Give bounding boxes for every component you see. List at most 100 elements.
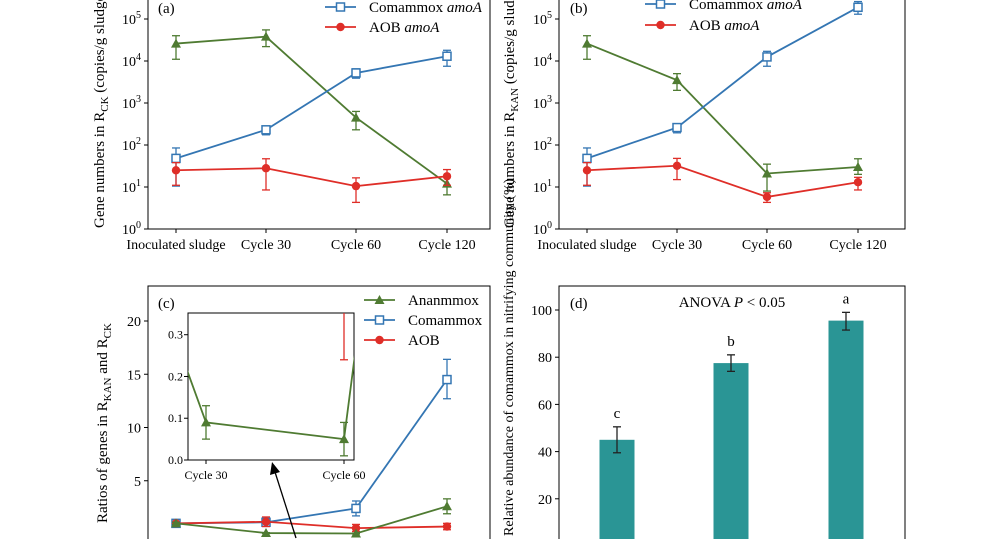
arrow-line	[274, 471, 297, 539]
aob-point	[478, 163, 486, 171]
panel-label: (d)	[570, 296, 588, 312]
legend-marker	[655, 0, 666, 9]
text-span: 10	[533, 55, 547, 70]
inset-y-tick-label: 0.3	[168, 328, 183, 342]
bar	[828, 320, 864, 539]
text-span: Gene numbers in R	[92, 112, 108, 228]
text-span: (copies/g sludge)	[502, 0, 518, 88]
anammox-point	[339, 434, 349, 444]
y-tick-label: 102	[122, 136, 141, 154]
y-tick-label: 103	[533, 94, 552, 112]
x-tick-label: Cycle 60	[331, 238, 381, 253]
x-tick-label: Cycle 30	[652, 238, 702, 253]
anammox-point	[201, 417, 211, 427]
y-tick-label: 103	[122, 94, 141, 112]
x-tick-label: Inoculated sludge	[126, 238, 225, 253]
text-span: CK	[99, 96, 111, 111]
text-span: Comammox	[408, 313, 483, 329]
y-tick-label: 101	[122, 178, 141, 196]
anammox-line	[586, 42, 859, 175]
inset-y-tick-label: 0.2	[168, 369, 183, 383]
anammox-line	[175, 35, 448, 185]
aob-point	[442, 172, 452, 181]
anammox-point	[171, 38, 181, 48]
text-span: AOB	[408, 333, 440, 349]
comammox-point	[853, 2, 863, 13]
legend-marker	[375, 335, 384, 345]
text-span: Comammox	[689, 0, 764, 13]
y-tick-label: 60	[538, 398, 552, 413]
text-span: 1	[547, 178, 552, 189]
aob-point	[762, 192, 772, 202]
text-span: 5	[547, 10, 552, 21]
anammox-point	[351, 528, 361, 538]
axes-frame	[147, 285, 491, 539]
y-tick-label: 5	[134, 475, 141, 490]
text-span: 0	[136, 220, 141, 231]
text-span: 2	[136, 136, 141, 147]
y-tick-label: 104	[122, 52, 141, 70]
y-tick-label: 105	[122, 10, 141, 28]
inset-x-tick-label: Cycle 60	[323, 468, 366, 482]
legend-label: AOB amoA	[689, 18, 760, 34]
text-span: 1	[136, 178, 141, 189]
inset-plot	[63, 37, 486, 457]
significance-letter: b	[727, 334, 735, 350]
comammox-point	[171, 153, 181, 164]
y-tick-label: 105	[533, 10, 552, 28]
axes-frame	[558, 285, 906, 539]
y-axis-label: Relative abundance of comammox in nitrif…	[502, 178, 517, 536]
x-tick-label: Cycle 60	[742, 238, 792, 253]
axes-frame	[147, 0, 491, 230]
text-span: 10	[122, 181, 136, 196]
y-tick-label: 80	[538, 351, 552, 366]
text-span: < 0.05	[743, 295, 785, 311]
text-span: Ananmmox	[408, 293, 479, 309]
aob-point	[261, 517, 271, 526]
text-span: AOB	[369, 20, 401, 36]
x-tick-label: Cycle 120	[829, 238, 886, 253]
inset-x-tick-label: Cycle 30	[185, 468, 228, 482]
anammox-point	[63, 37, 73, 46]
y-tick-label: 101	[533, 178, 552, 196]
legend-label: Comammox amoA	[689, 0, 803, 13]
text-span: 10	[122, 55, 136, 70]
anammox-point	[582, 38, 592, 48]
text-span: (copies/g sludge)	[92, 0, 108, 96]
y-axis-label: Gene numbers in RKAN (copies/g sludge)	[502, 0, 521, 228]
text-span: 3	[547, 94, 552, 105]
text-span: 3	[136, 94, 141, 105]
x-tick-label: Cycle 30	[241, 238, 291, 253]
text-span: amoA	[724, 18, 760, 34]
text-span: CK	[102, 323, 114, 338]
aob-point	[442, 522, 452, 531]
y-tick-label: 40	[538, 446, 552, 461]
aob-line	[586, 164, 859, 198]
text-span: ANOVA	[679, 295, 734, 311]
legend-marker	[374, 295, 385, 304]
aob-point	[64, 38, 72, 46]
text-span: 10	[533, 223, 547, 238]
anammox-line	[175, 505, 448, 535]
y-tick-label: 100	[122, 220, 141, 238]
aob-point	[261, 164, 271, 173]
y-tick-label: 20	[127, 315, 141, 330]
anammox-line	[188, 354, 354, 441]
text-span: P	[733, 295, 743, 311]
panel-label: (a)	[158, 1, 175, 17]
y-axis-label: Gene numbers in RCK (copies/g sludge)	[92, 0, 111, 228]
text-span: Ratios of genes in R	[95, 401, 111, 523]
text-span: 10	[122, 13, 136, 28]
text-span: 10	[533, 181, 547, 196]
text-span: amoA	[447, 0, 483, 16]
text-span: 10	[533, 13, 547, 28]
comammox-point	[442, 374, 452, 385]
panel-label: (b)	[570, 1, 588, 17]
anammox-point	[261, 528, 271, 538]
x-tick-label: Cycle 120	[418, 238, 475, 253]
anammox-point	[762, 168, 772, 178]
